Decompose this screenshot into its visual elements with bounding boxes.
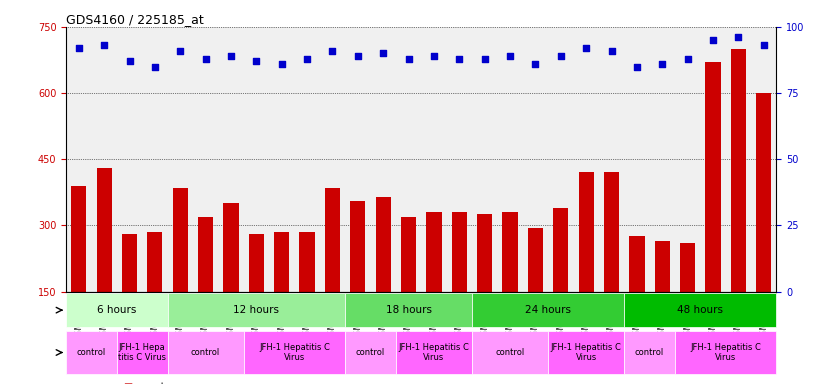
Bar [147, 232, 163, 358]
Point [123, 58, 136, 65]
Bar [249, 234, 264, 358]
Point [301, 56, 314, 62]
Point [199, 56, 212, 62]
Point [554, 53, 567, 59]
FancyBboxPatch shape [168, 331, 244, 374]
Point [681, 56, 694, 62]
Text: JFH-1 Hepatitis C
Virus: JFH-1 Hepatitis C Virus [551, 343, 622, 362]
FancyBboxPatch shape [472, 331, 548, 374]
Text: control: control [191, 348, 221, 357]
Bar [274, 232, 289, 358]
Text: 12 hours: 12 hours [234, 305, 279, 315]
Point [275, 61, 288, 67]
Text: 6 hours: 6 hours [97, 305, 136, 315]
Point [630, 63, 643, 70]
Point [225, 53, 238, 59]
FancyBboxPatch shape [548, 331, 624, 374]
Text: 48 hours: 48 hours [677, 305, 724, 315]
Text: JFH-1 Hepatitis C
Virus: JFH-1 Hepatitis C Virus [691, 343, 761, 362]
FancyBboxPatch shape [168, 293, 345, 327]
Text: control: control [635, 348, 664, 357]
Bar [452, 212, 467, 358]
Text: GDS4160 / 225185_at: GDS4160 / 225185_at [66, 13, 204, 26]
Point [605, 48, 618, 54]
Point [656, 61, 669, 67]
FancyBboxPatch shape [624, 331, 675, 374]
Point [249, 58, 263, 65]
FancyBboxPatch shape [66, 331, 116, 374]
Bar [756, 93, 771, 358]
Bar [604, 172, 620, 358]
FancyBboxPatch shape [116, 331, 168, 374]
FancyBboxPatch shape [66, 293, 168, 327]
Point [351, 53, 364, 59]
Bar [173, 188, 188, 358]
FancyBboxPatch shape [472, 293, 624, 327]
Text: ■: ■ [123, 382, 132, 384]
Point [478, 56, 491, 62]
Bar [122, 234, 137, 358]
Bar [502, 212, 518, 358]
Point [325, 48, 339, 54]
Bar [680, 243, 695, 358]
Bar [350, 201, 365, 358]
Point [453, 56, 466, 62]
Bar [401, 217, 416, 358]
Bar [97, 168, 112, 358]
Text: 24 hours: 24 hours [525, 305, 571, 315]
Point [402, 56, 415, 62]
Bar [528, 228, 543, 358]
FancyBboxPatch shape [624, 293, 776, 327]
Text: control: control [77, 348, 106, 357]
Bar [198, 217, 213, 358]
Text: JFH-1 Hepa
titis C Virus: JFH-1 Hepa titis C Virus [118, 343, 166, 362]
Point [732, 35, 745, 41]
FancyBboxPatch shape [675, 331, 776, 374]
Bar [223, 204, 239, 358]
Bar [325, 188, 340, 358]
Bar [655, 241, 670, 358]
Point [377, 50, 390, 56]
FancyBboxPatch shape [345, 331, 396, 374]
Bar [731, 49, 746, 358]
Point [580, 45, 593, 51]
Text: count: count [137, 382, 164, 384]
Bar [71, 186, 87, 358]
Bar [578, 172, 594, 358]
Text: JFH-1 Hepatitis C
Virus: JFH-1 Hepatitis C Virus [259, 343, 330, 362]
Point [757, 42, 771, 48]
Bar [376, 197, 391, 358]
FancyBboxPatch shape [345, 293, 472, 327]
Bar [705, 62, 720, 358]
Point [503, 53, 517, 59]
Text: control: control [356, 348, 385, 357]
Point [72, 45, 85, 51]
Bar [629, 237, 644, 358]
Text: control: control [496, 348, 525, 357]
Bar [477, 214, 492, 358]
Bar [426, 212, 442, 358]
FancyBboxPatch shape [396, 331, 472, 374]
Text: JFH-1 Hepatitis C
Virus: JFH-1 Hepatitis C Virus [398, 343, 469, 362]
Point [149, 63, 162, 70]
FancyBboxPatch shape [244, 331, 345, 374]
Point [529, 61, 542, 67]
Text: 18 hours: 18 hours [386, 305, 431, 315]
Point [706, 37, 719, 43]
Bar [553, 208, 568, 358]
Point [173, 48, 187, 54]
Bar [300, 232, 315, 358]
Point [427, 53, 440, 59]
Point [97, 42, 111, 48]
